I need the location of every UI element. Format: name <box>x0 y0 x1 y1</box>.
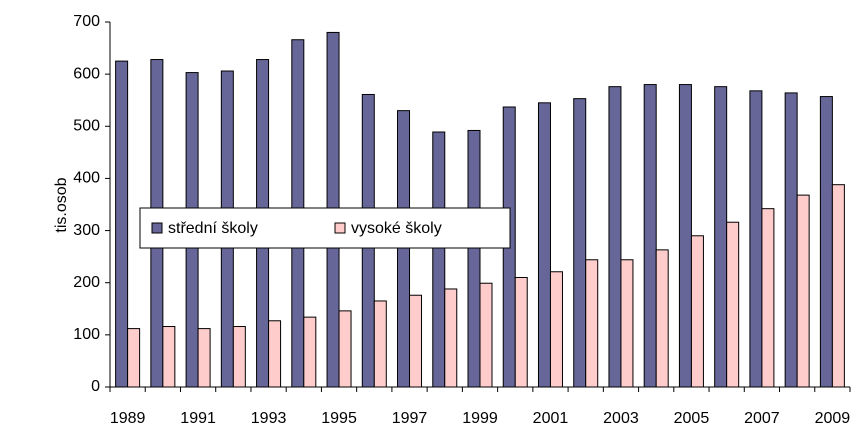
bar <box>831 184 845 388</box>
x-tick-label: 1993 <box>251 410 287 427</box>
y-tick-label: 200 <box>73 274 100 291</box>
bar <box>197 328 211 388</box>
bar <box>585 259 599 388</box>
legend-swatch <box>334 222 346 234</box>
bar <box>749 90 763 388</box>
bar <box>608 86 622 388</box>
bar <box>537 102 551 388</box>
bar <box>115 60 129 388</box>
bar <box>479 282 493 388</box>
x-tick-label: 2003 <box>603 410 639 427</box>
bar <box>409 294 423 388</box>
bar <box>397 110 411 388</box>
y-tick-label: 700 <box>73 13 100 30</box>
legend-swatch <box>151 222 163 234</box>
bar <box>373 300 387 388</box>
bar <box>232 326 246 388</box>
x-tick-label: 2007 <box>744 410 780 427</box>
legend-label: střední školy <box>168 220 258 237</box>
legend-box <box>139 207 511 249</box>
x-tick-label: 1997 <box>392 410 428 427</box>
y-tick-label: 100 <box>73 326 100 343</box>
y-tick-label: 300 <box>73 222 100 239</box>
bar <box>620 259 634 388</box>
bar <box>514 277 528 388</box>
x-tick-label: 1995 <box>321 410 357 427</box>
bar <box>678 84 692 388</box>
bar <box>761 208 775 388</box>
x-tick-label: 1999 <box>462 410 498 427</box>
bar <box>162 326 176 388</box>
x-tick-label: 1991 <box>180 410 216 427</box>
x-tick-label: 2009 <box>815 410 851 427</box>
bar <box>444 288 458 388</box>
bar <box>467 129 481 388</box>
y-tick-label: 600 <box>73 65 100 82</box>
y-tick-label: 0 <box>91 378 100 395</box>
bar <box>655 249 669 388</box>
bar <box>714 86 728 388</box>
x-tick-label: 2005 <box>674 410 710 427</box>
bar <box>690 235 704 388</box>
bar <box>432 131 446 388</box>
y-tick-label: 500 <box>73 118 100 135</box>
bar <box>796 194 810 388</box>
y-tick-label: 400 <box>73 170 100 187</box>
x-tick-label: 1989 <box>110 410 146 427</box>
bar <box>643 84 657 388</box>
x-tick-label: 2001 <box>533 410 569 427</box>
bar <box>726 221 740 388</box>
bar <box>819 96 833 388</box>
bar <box>268 320 282 388</box>
bar <box>338 310 352 388</box>
bar <box>303 316 317 388</box>
bar <box>784 92 798 388</box>
bar <box>127 328 141 388</box>
bar <box>549 271 563 388</box>
bar <box>573 98 587 388</box>
y-axis-label: tis.osob <box>53 177 70 232</box>
legend-label: vysoké školy <box>351 220 442 237</box>
